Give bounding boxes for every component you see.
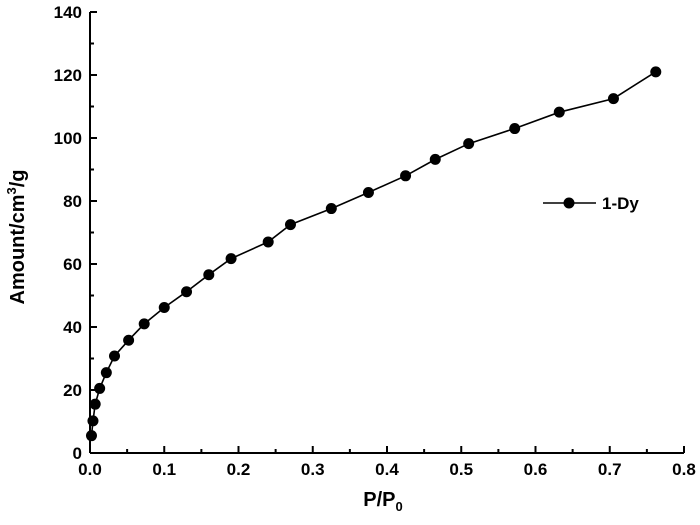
x-tick-label: 0.2 (227, 460, 251, 479)
data-point (284, 219, 296, 231)
data-point (89, 398, 101, 410)
data-point (325, 203, 337, 215)
x-axis-ticks: 0.0 0.1 0.2 0.3 0.4 0.5 0.6 0.7 0.8 (78, 446, 696, 479)
data-point (650, 66, 662, 78)
y-axis-ticks: 0 20 40 60 80 100 120 140 (54, 3, 97, 463)
data-point (553, 106, 565, 118)
data-point (158, 301, 170, 313)
data-point (100, 367, 112, 379)
y-tick-label: 0 (73, 444, 82, 463)
legend-marker (563, 197, 575, 209)
data-point (181, 286, 193, 298)
data-point (607, 93, 619, 105)
data-point (94, 382, 106, 394)
x-tick-label: 0.0 (78, 460, 102, 479)
series-layer (85, 66, 662, 442)
x-tick-label: 0.1 (152, 460, 176, 479)
data-point (262, 236, 274, 248)
x-tick-label: 0.6 (524, 460, 548, 479)
y-tick-label: 60 (63, 255, 82, 274)
data-point (87, 415, 99, 427)
data-point (85, 430, 97, 442)
y-tick-label: 100 (54, 129, 82, 148)
data-point (123, 334, 135, 346)
axes (89, 12, 684, 454)
legend-label: 1-Dy (602, 194, 639, 213)
data-point (109, 350, 121, 362)
y-tick-label: 80 (63, 192, 82, 211)
legend: 1-Dy (543, 194, 639, 213)
data-point (225, 253, 237, 265)
y-tick-label: 120 (54, 66, 82, 85)
data-point (429, 153, 441, 165)
y-axis-title-superscript: 3 (4, 187, 19, 194)
x-tick-label: 0.4 (375, 460, 399, 479)
data-point (362, 186, 374, 198)
series-line (90, 71, 657, 436)
x-tick-label: 0.8 (672, 460, 696, 479)
y-tick-label: 20 (63, 381, 82, 400)
data-point (400, 170, 412, 182)
data-point (509, 123, 521, 135)
data-point (203, 269, 215, 281)
y-axis-title: Amount/cm3/g (4, 169, 29, 304)
x-tick-label: 0.5 (449, 460, 473, 479)
y-tick-label: 140 (54, 3, 82, 22)
data-point (463, 138, 475, 150)
x-tick-label: 0.3 (301, 460, 325, 479)
x-axis-title-subscript: 0 (396, 499, 403, 514)
y-tick-label: 40 (63, 318, 82, 337)
data-point (138, 318, 150, 330)
x-tick-label: 0.7 (598, 460, 622, 479)
x-axis-title: P/P0 (363, 489, 402, 514)
